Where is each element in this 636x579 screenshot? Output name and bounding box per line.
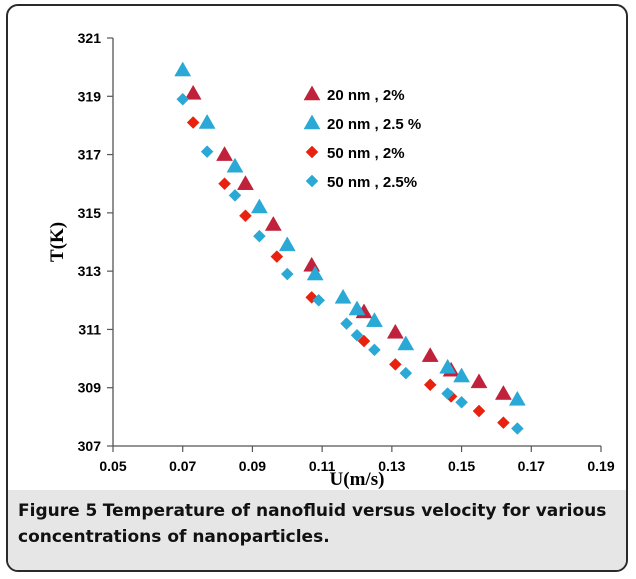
legend-label-series-2: 20 nm , 2.5 % <box>327 116 421 133</box>
series-2-point <box>174 61 192 77</box>
figure-caption: Figure 5 Temperature of nanofluid versus… <box>18 498 618 550</box>
series-4-point <box>399 366 413 380</box>
series-1-point <box>421 347 439 362</box>
series-2-point <box>198 114 216 129</box>
caption-band <box>8 490 626 570</box>
y-tick-label: 315 <box>78 205 102 221</box>
legend-marker-series-2 <box>303 114 321 130</box>
y-tick-label: 321 <box>78 30 102 46</box>
series-2-point <box>250 198 268 214</box>
series-2-point <box>334 288 352 304</box>
y-tick-label: 309 <box>78 380 102 396</box>
series-3-point <box>218 177 231 191</box>
legend-marker-series-4 <box>305 174 319 188</box>
y-tick-label: 317 <box>78 147 102 163</box>
x-tick-label: 0.15 <box>448 458 475 474</box>
legend-marker-series-1 <box>303 85 321 101</box>
series-2-point <box>397 335 415 351</box>
series-2-point <box>226 157 244 173</box>
x-tick-label: 0.05 <box>99 458 126 474</box>
series-3-point <box>239 209 252 223</box>
series-3-point <box>472 404 486 418</box>
y-tick-label: 311 <box>78 321 101 337</box>
x-tick-label: 0.07 <box>169 458 196 474</box>
series-3-point <box>388 358 402 371</box>
series-1-point <box>184 84 202 100</box>
series-1-point <box>237 175 254 190</box>
y-axis-title: T(K) <box>47 222 68 262</box>
series-3-point <box>270 250 284 263</box>
series-2-point <box>453 367 471 383</box>
series-4-point <box>368 343 381 357</box>
series-2-point <box>278 236 296 252</box>
series-1-point <box>470 373 488 389</box>
series-4-point <box>280 267 294 281</box>
figure-caption-text: Temperature of nanofluid versus velocity… <box>18 501 607 547</box>
series-2-point <box>508 390 526 406</box>
y-tick-label: 313 <box>78 263 102 279</box>
x-tick-label: 0.11 <box>309 458 336 474</box>
series-2-point <box>348 300 366 316</box>
series-1-point <box>303 256 321 272</box>
legend-label-series-3: 50 nm , 2% <box>327 145 405 162</box>
series-3-point <box>423 378 437 392</box>
series-4-point <box>253 229 266 243</box>
series-4-point <box>510 422 524 435</box>
series-2-point <box>365 312 383 327</box>
legend-label-series-1: 20 nm , 2% <box>327 87 405 104</box>
series-3-point <box>186 116 200 129</box>
series-4-point <box>176 92 190 106</box>
series-1-point <box>264 216 282 231</box>
series-3-point <box>497 416 510 430</box>
series-4-point <box>228 189 242 202</box>
series-3-point <box>357 334 371 348</box>
series-2-point <box>306 265 324 281</box>
legend-marker-series-3 <box>305 145 319 159</box>
series-4-point <box>312 293 326 307</box>
figure-label: Figure 5 <box>18 501 98 521</box>
legend-label-series-4: 50 nm , 2.5% <box>327 174 417 191</box>
y-tick-label: 307 <box>78 438 102 454</box>
series-1-point <box>494 385 512 400</box>
x-tick-label: 0.09 <box>239 458 266 474</box>
series-1-point <box>386 323 404 339</box>
y-tick-label: 319 <box>78 88 102 104</box>
series-4-point <box>340 317 353 330</box>
series-1-point <box>216 146 233 161</box>
x-tick-label: 0.13 <box>378 458 405 474</box>
x-axis-title: U(m/s) <box>330 469 385 490</box>
series-4-point <box>455 395 468 409</box>
x-tick-label: 0.17 <box>518 458 545 474</box>
scatter-chart: 307 309 311 313 315 317 319 321 0.05 0.07 0.09 0.11… <box>47 30 615 490</box>
x-tick-label: 0.19 <box>587 458 614 474</box>
series-4-point <box>350 328 364 342</box>
series-2-point <box>439 358 457 374</box>
series-4-point <box>200 145 214 159</box>
series-4-point <box>441 387 454 400</box>
